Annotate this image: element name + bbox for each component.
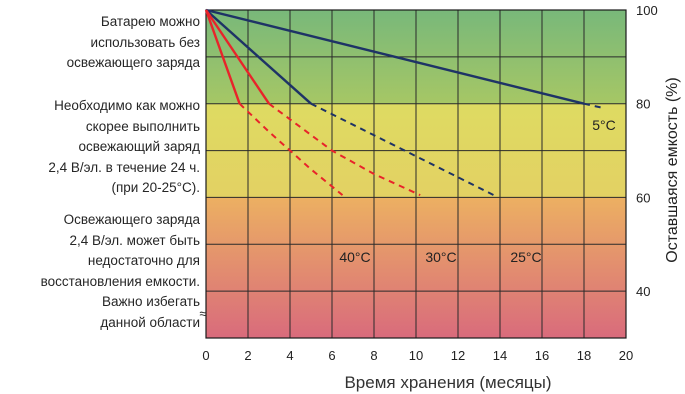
zone-description-line: освежающего заряда [66, 55, 200, 70]
zone-description-avoid: Освежающего заряда 2,4 В/эл. может быть не… [41, 210, 200, 333]
zone-description-line: Необходимо как можно [54, 98, 200, 113]
y-tick-label: 80 [636, 97, 650, 112]
series-5c-solid-line [205, 8, 585, 105]
zone-description-line: недостаточно для [87, 253, 200, 268]
x-tick-label: 20 [619, 348, 633, 363]
series-label-30c: 30°C [425, 249, 456, 265]
y-tick-label: 60 [636, 190, 650, 205]
x-axis-label: Время хранения (месяцы) [344, 373, 551, 392]
y-tick-label: 40 [636, 284, 650, 299]
series-25c-dashed-line [310, 102, 495, 196]
x-tick-label: 14 [493, 348, 507, 363]
zone-description-line: 2,4 В/эл. может быть [69, 232, 200, 248]
zone-description-line: скорее выполнить [85, 118, 200, 134]
zone-description-line: Освежающего заряда [63, 212, 200, 227]
y-tick-label: 100 [636, 3, 658, 18]
series-25c-solid-line [205, 9, 312, 105]
zone-description-line: Батарею можно [100, 14, 200, 29]
x-tick-label: 4 [286, 348, 293, 363]
series-30c-dashed-line [268, 102, 421, 197]
series-label-40c: 40°C [339, 249, 370, 265]
zone-description-line: (при 20-25°C). [111, 180, 200, 195]
series-label-5c: 5°C [592, 117, 616, 133]
plot-frame [205, 9, 627, 339]
zone-description-line: восстановления емкости. [40, 273, 200, 289]
zone-description-refresh-needed: Необходимо как можно скорее выполнить осве… [48, 96, 200, 199]
x-tick-label: 12 [451, 348, 465, 363]
x-tick-label: 8 [370, 348, 377, 363]
y-axis-label: Оставшаяся емкость (%) [664, 77, 681, 262]
x-tick-label: 2 [244, 348, 251, 363]
x-tick-label: 18 [577, 348, 591, 363]
zone-description-line: данной области [100, 314, 200, 330]
series-40c-solid-line [204, 9, 241, 105]
zone-description-line: 2,4 В/эл. в течение 24 ч. [48, 159, 200, 175]
x-tick-label: 10 [409, 348, 423, 363]
zone-description-line: использовать без [90, 34, 200, 50]
x-tick-label: 6 [328, 348, 335, 363]
series-30c-solid-line [205, 9, 270, 105]
x-tick-label: 16 [535, 348, 549, 363]
zone-description-line: освежающий заряд [78, 139, 200, 154]
series-40c-dashed-line [238, 102, 344, 196]
series-5c-dashed-line [583, 102, 606, 110]
axis-break-mark: ≈ [199, 306, 206, 321]
zone-description-line: Важно избегать [102, 294, 200, 309]
zone-description-safe: Батарею можно использовать без освежающего… [67, 12, 200, 74]
x-tick-label: 0 [202, 348, 209, 363]
series-label-25c: 25°C [510, 249, 541, 265]
